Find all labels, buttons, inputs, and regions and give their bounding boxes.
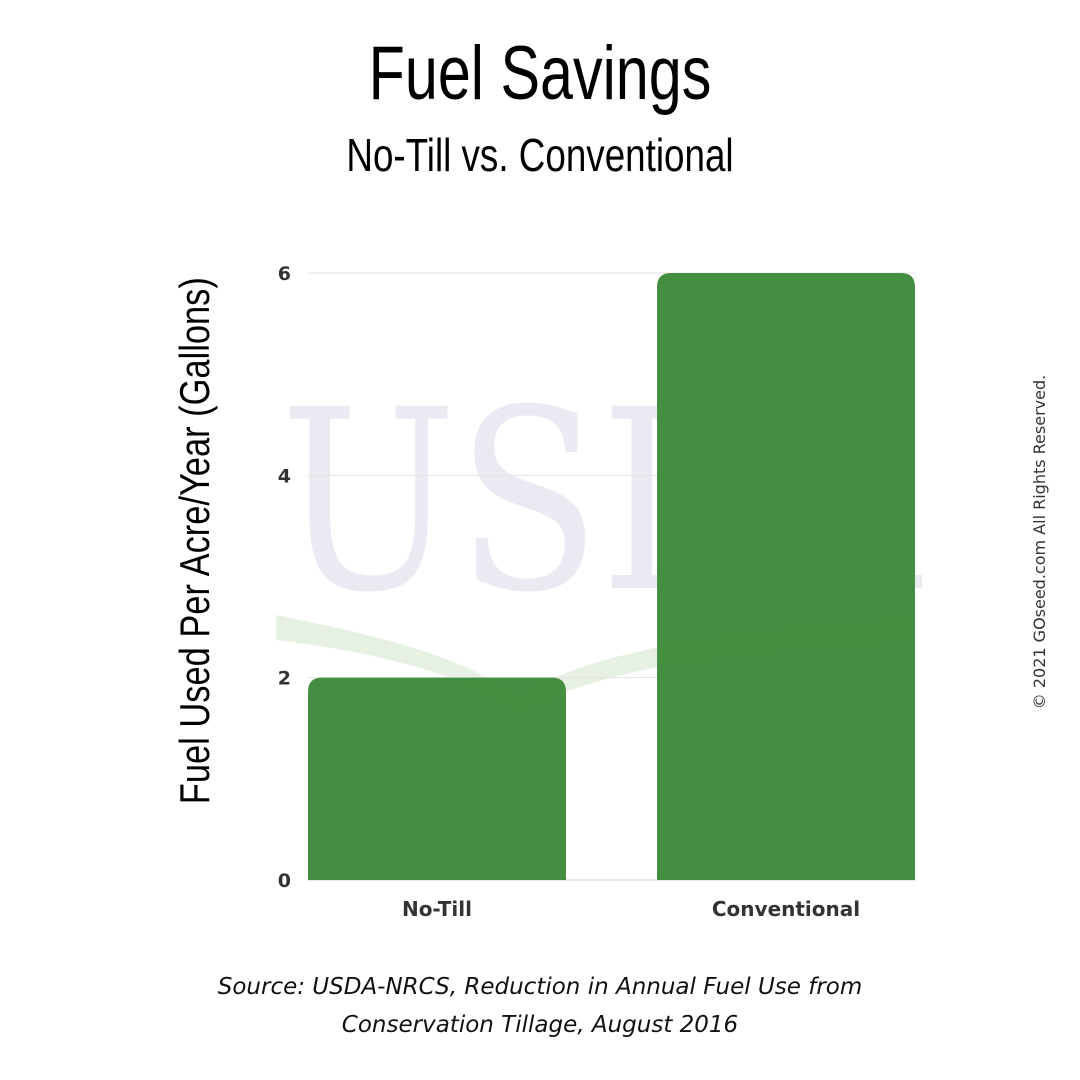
bar-no-till: [308, 677, 566, 880]
chart-subtitle: No-Till vs. Conventional: [346, 129, 734, 181]
y-tick-labels: 0 2 4 6: [278, 263, 291, 892]
x-category-labels: No-Till Conventional: [402, 897, 860, 921]
bars: [308, 273, 915, 880]
source-line-1: Source: USDA-NRCS, Reduction in Annual F…: [217, 974, 863, 1000]
y-tick-label: 6: [278, 263, 291, 285]
y-tick-label: 0: [278, 870, 291, 892]
x-tick-label: Conventional: [712, 897, 860, 921]
y-tick-label: 2: [278, 668, 291, 690]
source-note: Source: USDA-NRCS, Reduction in Annual F…: [0, 968, 1080, 1044]
source-line-2: Conservation Tillage, August 2016: [341, 1012, 739, 1038]
bar-conventional: [657, 273, 915, 880]
x-tick-label: No-Till: [402, 897, 472, 921]
y-tick-label: 4: [278, 465, 291, 487]
chart-title: Fuel Savings: [368, 31, 712, 116]
